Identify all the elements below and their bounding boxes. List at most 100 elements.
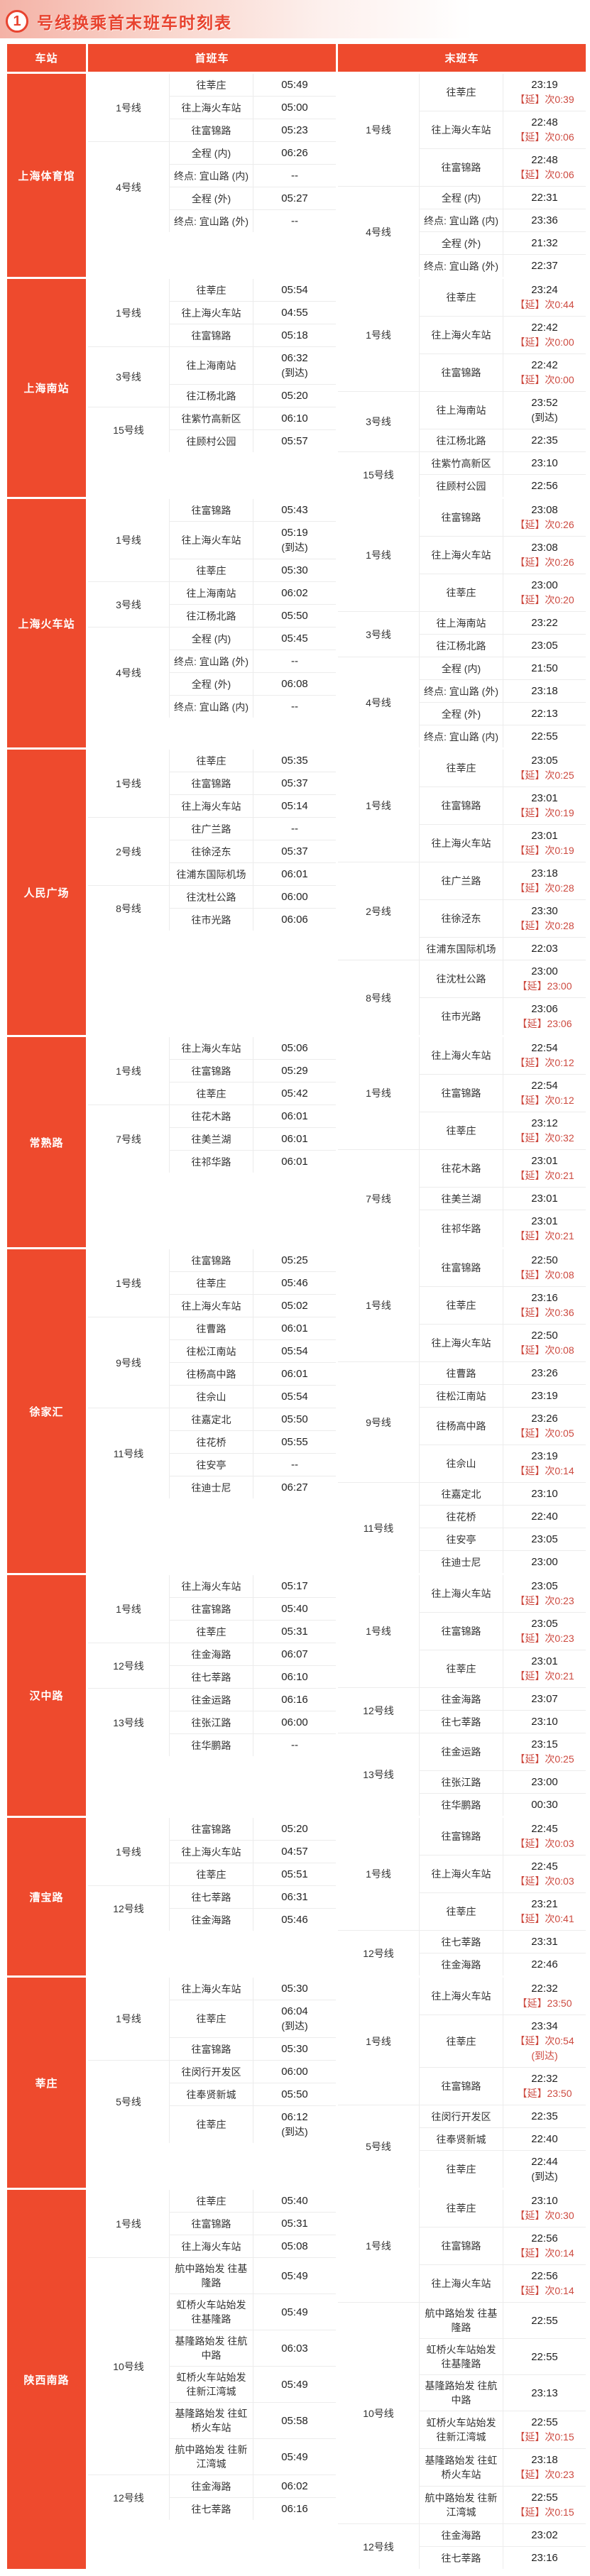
timetable-row: 往市光路 06:06 [169, 908, 336, 931]
first-train-time: 04:55 [281, 307, 308, 319]
last-train-time-cell: 23:05 [503, 635, 586, 657]
timetable-row: 往富锦路 05:23 [169, 119, 336, 141]
last-train-time-cell: 23:10 [503, 1711, 586, 1733]
line-label: 5号线 [366, 2141, 391, 2152]
line-group: 2号线 往广兰路 23:18 【延】次0:28 往徐泾东 23:30 【延】次0:28 往浦东… [338, 862, 586, 960]
first-train-time-cell: 06:16 [253, 2498, 336, 2520]
line-label: 10号线 [113, 2360, 144, 2372]
line-group: 4号线 全程 (内) 05:45 终点: 宜山路 (外) -- 全程 (外) 06:08 终点… [88, 627, 336, 718]
first-train-time-cell: 05:54 [253, 279, 336, 301]
timetable-row: 往市光路 23:06 【延】23:06 [419, 997, 586, 1035]
timetable-row: 往富锦路 22:45 【延】次0:03 [419, 1818, 586, 1855]
line-label: 3号线 [366, 416, 391, 427]
first-train-time-cell: 06:01 [253, 1317, 336, 1339]
destination-cell: 终点: 宜山路 (内) [169, 696, 253, 718]
delay-extension-time: 【延】次0:15 [515, 2506, 574, 2518]
last-train-time-cell: 00:30 [503, 1794, 586, 1816]
last-train-time: 23:13 [531, 2386, 558, 2399]
timetable-row: 往金海路 23:02 [419, 2524, 586, 2546]
destination-cell: 往上海火车站 [169, 2235, 253, 2257]
destination-cell: 虹桥火车站始发 往新江湾城 [169, 2367, 253, 2402]
line-label: 1号线 [116, 102, 141, 114]
first-train-time-cell: 05:37 [253, 772, 336, 794]
line-rows: 往富锦路 22:45 【延】次0:03 往上海火车站 22:45 【延】次0:03 往莘庄 2… [419, 1818, 586, 1930]
timetable-row: 往富锦路 22:56 【延】次0:14 [419, 2227, 586, 2264]
first-train-time: 05:49 [281, 2450, 308, 2463]
line-label: 1号线 [366, 124, 391, 136]
timetable-row: 虹桥火车站始发 往基隆路 22:55 [419, 2338, 586, 2374]
destination-cell: 往安亭 [169, 1454, 253, 1476]
timetable-row: 往富锦路 22:42 【延】次0:00 [419, 353, 586, 391]
last-train-time-cell: 23:22 [503, 612, 586, 634]
line-group: 11号线 往嘉定北 23:10 往花桥 22:40 往安亭 23:05 往迪士尼 23:00 [338, 1482, 586, 1573]
last-train-time: 23:34 [531, 2020, 558, 2032]
line-label: 7号线 [366, 1193, 391, 1205]
timetable-row: 往嘉定北 05:50 [169, 1408, 336, 1430]
last-train-time: 23:05 [531, 640, 558, 652]
line-group: 9号线 往曹路 23:26 往松江南站 23:19 往杨高中路 23:26 【延】次0:05 往… [338, 1361, 586, 1482]
timetable-row: 往莘庄 23:21 【延】次0:41 [419, 1892, 586, 1930]
first-train-half: 1号线 往莘庄 05:40 往富锦路 05:31 往上海火车站 05:08 10号线 航中路始发… [88, 2190, 336, 2569]
last-train-half: 1号线 往莘庄 23:19 【延】次0:39 往上海火车站 22:48 【延】次0:06 往富… [338, 74, 586, 277]
timetable-row: 往富锦路 23:08 【延】次0:26 [419, 499, 586, 536]
destination-cell: 全程 (外) [419, 232, 503, 254]
last-train-time-cell: 23:19 [503, 1385, 586, 1407]
first-train-time-cell: 05:57 [253, 430, 336, 452]
line-rows: 往曹路 23:26 往松江南站 23:19 往杨高中路 23:26 【延】次0:05 往佘山 2… [419, 1362, 586, 1482]
last-train-time-cell: 23:01 【延】次0:21 [503, 1650, 586, 1687]
station-section: 常熟路 1号线 往上海火车站 05:06 往富锦路 05:29 往莘庄 05:42 7号线 往花木… [7, 1037, 586, 1247]
timetable-row: 航中路始发 往新江湾城 05:49 [169, 2438, 336, 2474]
destination-cell: 往曹路 [419, 1362, 503, 1384]
destination-cell: 往富锦路 [419, 1613, 503, 1650]
first-train-time: 05:43 [281, 504, 308, 516]
last-train-time-cell: 23:26 【延】次0:05 [503, 1408, 586, 1445]
last-train-time-cell: 22:55 [503, 725, 586, 747]
timetable-row: 往华鹏路 -- [169, 1733, 336, 1756]
first-train-time-cell: 06:01 [253, 1151, 336, 1173]
first-train-time-cell: 05:40 [253, 1598, 336, 1620]
timetable-row: 往祁华路 23:01 【延】次0:21 [419, 1210, 586, 1247]
line-label: 13号线 [363, 1769, 394, 1780]
first-train-time-cell: 06:07 [253, 1643, 336, 1665]
first-train-time-cell: 05:42 [253, 1083, 336, 1105]
line-label: 1号线 [116, 535, 141, 546]
first-train-time-cell: 05:31 [253, 2213, 336, 2235]
line-rows: 往上海火车站 22:32 【延】23:50 往莘庄 23:34 【延】次0:54 (到达) 往… [419, 1978, 586, 2105]
station-section: 上海体育馆 1号线 往莘庄 05:49 往上海火车站 05:00 往富锦路 05:23 4号线全… [7, 74, 586, 277]
first-train-half: 1号线 往莘庄 05:35 往富锦路 05:37 往上海火车站 05:14 2号线 往广兰路 --… [88, 750, 336, 1035]
timetable-row: 往上海火车站 22:54 【延】次0:12 [419, 1037, 586, 1074]
line-rows: 往广兰路 -- 往徐泾东 05:37 往浦东国际机场 06:01 [169, 818, 336, 885]
first-train-time: 05:46 [281, 1277, 308, 1289]
line-group: 1号线 往富锦路 23:08 【延】次0:26 往上海火车站 23:08 【延】次0:26 往… [338, 499, 586, 611]
last-train-time: 22:37 [531, 260, 558, 272]
timetable-row: 往江杨北路 23:05 [419, 634, 586, 657]
line-label: 1号线 [116, 2218, 141, 2230]
last-train-time-cell: 23:06 【延】23:06 [503, 998, 586, 1035]
first-train-time: 06:00 [281, 1716, 308, 1728]
timetable-body: 上海体育馆 1号线 往莘庄 05:49 往上海火车站 05:00 往富锦路 05:23 4号线全… [7, 74, 586, 2569]
first-train-time-cell: -- [253, 210, 336, 232]
first-train-time: 06:16 [281, 2503, 308, 2515]
timetable-row: 往富锦路 05:43 [169, 499, 336, 521]
last-train-time-cell: 22:44 (到达) [503, 2151, 586, 2188]
destination-cell: 往安亭 [419, 1528, 503, 1550]
first-train-time-cell: 05:49 [253, 2258, 336, 2293]
destination-cell: 往金海路 [419, 2524, 503, 2546]
line-label: 2号线 [116, 845, 141, 857]
destination-cell: 往莘庄 [169, 750, 253, 772]
destination-cell: 往迪士尼 [169, 1476, 253, 1498]
last-train-time-cell: 23:00 【延】次0:20 [503, 574, 586, 611]
first-train-time: 05:31 [281, 1626, 308, 1638]
first-train-time: 05:23 [281, 124, 308, 136]
first-train-time: -- [291, 701, 298, 713]
timetable-row: 往杨高中路 23:26 【延】次0:05 [419, 1407, 586, 1445]
delay-extension-time: 【延】次0:19 [515, 807, 574, 818]
last-train-time: 22:56 [531, 480, 558, 492]
last-train-time: 22:50 [531, 1330, 558, 1342]
first-train-time-cell: 05:50 [253, 605, 336, 627]
first-train-half: 1号线 往莘庄 05:54 往上海火车站 04:55 往富锦路 05:18 3号线 往上海南站 0… [88, 279, 336, 497]
timetable-row: 虹桥火车站始发 往新江湾城 05:49 [169, 2366, 336, 2402]
arrival-note: (到达) [531, 2050, 558, 2061]
arrival-note: (到达) [531, 412, 558, 423]
line-group: 7号线 往花木路 23:01 【延】次0:21 往美兰湖 23:01 往祁华路 23:01 【延… [338, 1149, 586, 1247]
